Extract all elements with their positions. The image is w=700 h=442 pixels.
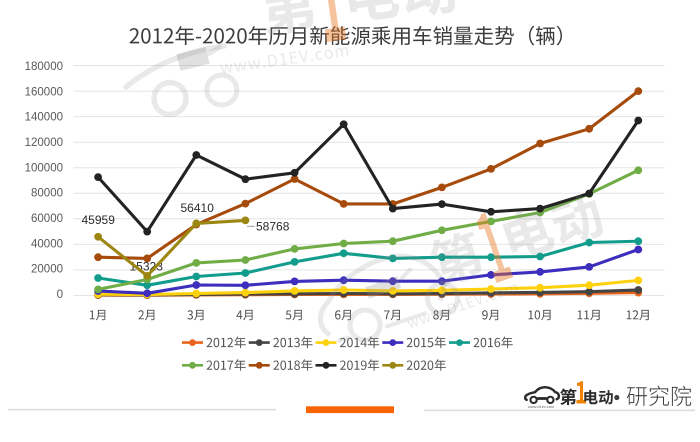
svg-text:45959: 45959 [82,213,116,227]
svg-text:60000: 60000 [31,213,63,225]
svg-text:40000: 40000 [31,238,63,250]
svg-text:0: 0 [57,289,63,301]
svg-text:160000: 160000 [25,86,63,98]
svg-text:58768: 58768 [256,220,290,234]
svg-text:www.d1ev.com: www.d1ev.com [528,404,555,409]
svg-text:180000: 180000 [25,61,63,73]
svg-text:120000: 120000 [25,137,63,149]
svg-text:80000: 80000 [31,188,63,200]
svg-text:100000: 100000 [25,162,63,174]
svg-text:20000: 20000 [31,264,63,276]
svg-text:140000: 140000 [25,112,63,124]
svg-text:56410: 56410 [181,201,215,215]
